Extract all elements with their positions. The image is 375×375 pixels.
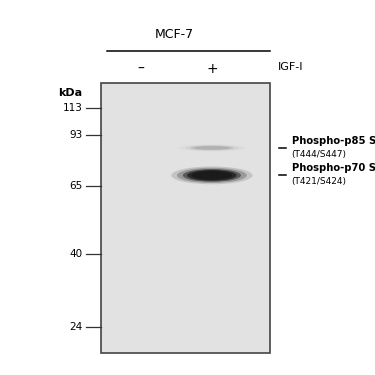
Text: (T444/S447): (T444/S447) — [292, 150, 347, 159]
Ellipse shape — [190, 146, 234, 150]
Text: MCF-7: MCF-7 — [155, 28, 194, 41]
Text: 24: 24 — [69, 322, 82, 332]
Text: 113: 113 — [63, 103, 82, 112]
Text: Phospho-p85 S6K: Phospho-p85 S6K — [292, 136, 375, 146]
Bar — [101, 82, 270, 352]
Ellipse shape — [192, 171, 232, 180]
Text: 40: 40 — [69, 249, 82, 259]
Ellipse shape — [187, 170, 237, 181]
Text: 93: 93 — [69, 130, 82, 140]
Text: Phospho-p70 S6K: Phospho-p70 S6K — [292, 164, 375, 174]
Text: 65: 65 — [69, 181, 82, 191]
Ellipse shape — [178, 144, 246, 152]
Ellipse shape — [177, 168, 247, 183]
Text: IGF-I: IGF-I — [278, 62, 303, 72]
Text: –: – — [137, 62, 144, 76]
Ellipse shape — [171, 166, 252, 184]
Ellipse shape — [194, 146, 230, 150]
Text: +: + — [206, 62, 218, 76]
Text: (T421/S424): (T421/S424) — [292, 177, 347, 186]
Text: kDa: kDa — [58, 88, 82, 98]
Ellipse shape — [185, 145, 238, 151]
Ellipse shape — [183, 169, 241, 182]
